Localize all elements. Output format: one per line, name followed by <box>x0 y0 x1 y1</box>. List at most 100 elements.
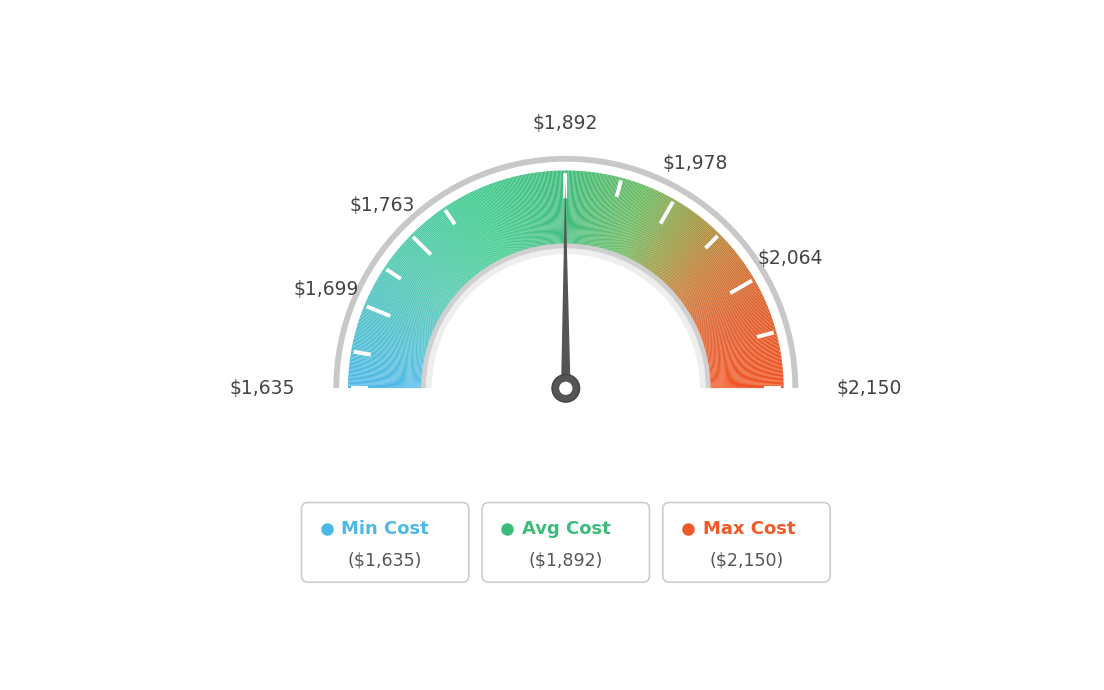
Wedge shape <box>390 259 450 304</box>
Wedge shape <box>363 308 433 336</box>
Wedge shape <box>397 250 455 297</box>
Wedge shape <box>355 331 427 352</box>
Text: $1,699: $1,699 <box>294 280 359 299</box>
Wedge shape <box>688 274 752 314</box>
Wedge shape <box>355 330 427 351</box>
Wedge shape <box>429 218 477 277</box>
Wedge shape <box>581 172 590 246</box>
Wedge shape <box>426 220 475 278</box>
Wedge shape <box>463 196 498 262</box>
Wedge shape <box>406 239 461 290</box>
Wedge shape <box>371 290 437 325</box>
Wedge shape <box>689 275 753 315</box>
Wedge shape <box>708 353 781 366</box>
Wedge shape <box>455 200 493 265</box>
Wedge shape <box>670 238 724 290</box>
Wedge shape <box>562 170 564 245</box>
Wedge shape <box>700 309 769 337</box>
Wedge shape <box>436 213 480 273</box>
Wedge shape <box>701 316 772 342</box>
Wedge shape <box>687 270 750 311</box>
Wedge shape <box>333 156 798 388</box>
Wedge shape <box>709 368 783 375</box>
Wedge shape <box>520 175 537 248</box>
Wedge shape <box>709 369 783 377</box>
Wedge shape <box>586 172 598 246</box>
Circle shape <box>559 382 573 395</box>
Text: Avg Cost: Avg Cost <box>522 520 611 538</box>
Wedge shape <box>697 299 765 331</box>
Wedge shape <box>488 184 516 255</box>
Wedge shape <box>709 379 784 383</box>
Wedge shape <box>422 224 471 281</box>
Wedge shape <box>591 174 605 247</box>
Text: $1,635: $1,635 <box>230 379 295 398</box>
Wedge shape <box>585 172 597 246</box>
Wedge shape <box>350 359 424 371</box>
Wedge shape <box>471 191 505 259</box>
Wedge shape <box>552 171 558 245</box>
Wedge shape <box>492 183 518 253</box>
Wedge shape <box>351 350 425 364</box>
Wedge shape <box>665 230 716 285</box>
Wedge shape <box>641 204 682 267</box>
Wedge shape <box>700 310 769 338</box>
Wedge shape <box>496 181 521 253</box>
Wedge shape <box>357 325 428 347</box>
Wedge shape <box>700 313 771 339</box>
Wedge shape <box>507 179 528 250</box>
Wedge shape <box>475 190 507 258</box>
Wedge shape <box>703 325 775 347</box>
Wedge shape <box>607 180 630 251</box>
Polygon shape <box>561 181 571 402</box>
Wedge shape <box>611 181 636 253</box>
Wedge shape <box>676 248 734 297</box>
Wedge shape <box>556 170 561 245</box>
Wedge shape <box>559 170 562 245</box>
Wedge shape <box>383 269 446 310</box>
Wedge shape <box>561 170 563 245</box>
Wedge shape <box>594 175 611 248</box>
Wedge shape <box>523 175 539 248</box>
Wedge shape <box>486 185 513 255</box>
Wedge shape <box>373 286 439 322</box>
Wedge shape <box>527 174 541 247</box>
Wedge shape <box>689 276 753 315</box>
Wedge shape <box>352 342 426 359</box>
Wedge shape <box>680 257 741 302</box>
Wedge shape <box>469 193 503 259</box>
Wedge shape <box>348 382 423 385</box>
Wedge shape <box>569 170 571 245</box>
Wedge shape <box>709 386 784 387</box>
Wedge shape <box>575 171 581 245</box>
Wedge shape <box>412 233 465 287</box>
Wedge shape <box>438 211 482 273</box>
Wedge shape <box>364 304 434 334</box>
Wedge shape <box>364 303 434 333</box>
Wedge shape <box>413 233 466 286</box>
Wedge shape <box>473 190 506 259</box>
Wedge shape <box>402 244 458 294</box>
Wedge shape <box>501 180 524 251</box>
Wedge shape <box>567 170 570 245</box>
Wedge shape <box>709 384 784 386</box>
Wedge shape <box>688 273 751 313</box>
Wedge shape <box>692 284 758 321</box>
Wedge shape <box>376 279 442 317</box>
Wedge shape <box>368 295 436 328</box>
Wedge shape <box>585 172 596 246</box>
Wedge shape <box>670 239 725 290</box>
Wedge shape <box>550 171 556 245</box>
Wedge shape <box>481 187 511 256</box>
Wedge shape <box>386 264 448 307</box>
Wedge shape <box>393 255 453 301</box>
Wedge shape <box>615 184 643 254</box>
Wedge shape <box>634 196 669 262</box>
Wedge shape <box>684 266 746 308</box>
Wedge shape <box>352 345 425 361</box>
Wedge shape <box>351 348 425 362</box>
Wedge shape <box>348 387 423 388</box>
Wedge shape <box>374 284 440 320</box>
Wedge shape <box>699 308 768 336</box>
Wedge shape <box>596 175 614 248</box>
